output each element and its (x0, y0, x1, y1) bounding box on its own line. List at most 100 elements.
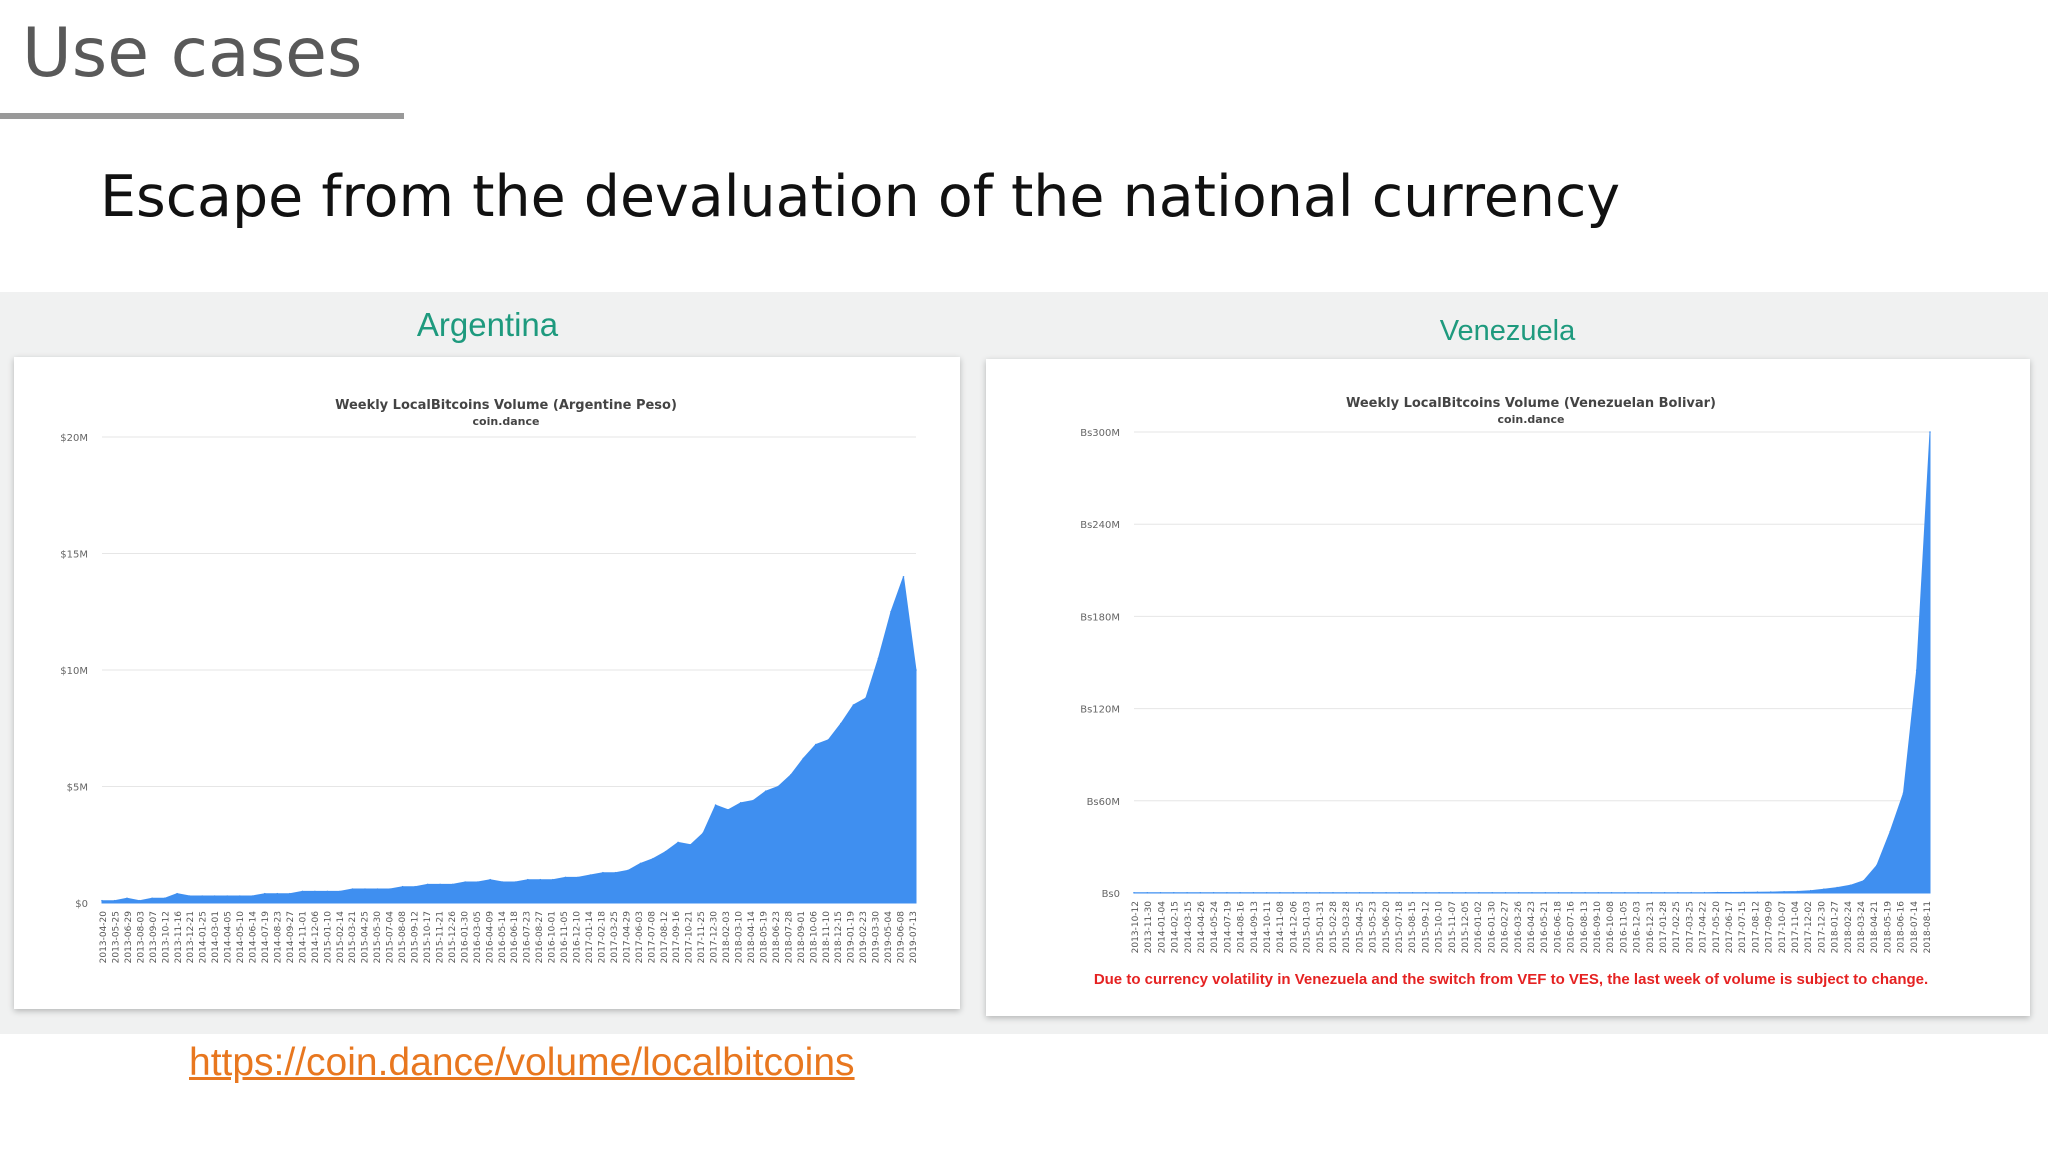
data-point (602, 871, 604, 874)
x-tick-label: 2019-02-23 (859, 911, 869, 963)
data-point (1637, 892, 1639, 894)
data-point (1517, 892, 1520, 894)
x-tick-label: 2014-12-06 (1289, 901, 1299, 954)
data-point (1703, 891, 1706, 894)
data-point (627, 869, 629, 872)
x-tick-label: 2016-12-31 (1646, 901, 1656, 953)
data-point (1571, 892, 1573, 894)
data-point (1478, 892, 1480, 894)
x-tick-label: 2015-09-12 (1421, 901, 1431, 953)
x-tick-label: 2014-08-23 (273, 911, 283, 963)
data-point (664, 850, 667, 853)
data-point (1849, 884, 1852, 887)
x-tick-label: 2015-05-30 (373, 911, 383, 964)
data-point (289, 892, 291, 895)
data-point (501, 881, 504, 883)
x-tick-label: 2016-07-16 (1567, 901, 1577, 954)
x-tick-label: 2015-08-15 (1408, 901, 1418, 953)
x-tick-label: 2018-05-19 (759, 911, 769, 964)
chart-subtitle: coin.dance (473, 415, 540, 428)
x-tick-label: 2013-11-16 (174, 911, 184, 964)
x-tick-label: 2018-10-06 (809, 911, 819, 964)
x-tick-label: 2019-03-30 (872, 911, 882, 964)
x-tick-label: 2014-05-24 (1210, 901, 1220, 954)
data-point (727, 809, 729, 811)
x-tick-label: 2014-11-01 (298, 911, 308, 963)
x-tick-label: 2015-07-18 (1395, 901, 1405, 954)
source-link[interactable]: https://coin.dance/volume/localbitcoins (189, 1041, 855, 1084)
data-point (1425, 892, 1427, 894)
x-tick-label: 2018-04-21 (1870, 901, 1880, 953)
venezuela-chart-card: Weekly LocalBitcoins Volume (Venezuelan … (986, 359, 2030, 1016)
x-tick-label: 2015-01-31 (1316, 901, 1326, 953)
y-tick-label: $5M (67, 783, 88, 794)
data-point (915, 669, 917, 671)
y-tick-label: Bs180M (1080, 612, 1120, 623)
data-point (764, 790, 767, 792)
x-tick-label: 2014-10-11 (1263, 901, 1273, 953)
data-point (1385, 892, 1387, 894)
x-tick-label: 2016-11-05 (560, 911, 570, 963)
y-tick-label: Bs120M (1080, 705, 1120, 716)
y-tick-label: $20M (60, 433, 88, 444)
x-tick-label: 2017-10-21 (685, 911, 695, 963)
x-tick-label: 2017-01-28 (1659, 901, 1669, 954)
data-point (1464, 892, 1467, 894)
x-tick-label: 2016-12-10 (573, 911, 583, 964)
data-point (840, 722, 842, 725)
x-tick-label: 2017-12-30 (1817, 901, 1827, 954)
data-point (652, 857, 654, 860)
data-point (489, 878, 492, 881)
x-tick-label: 2017-04-22 (1699, 901, 1709, 953)
data-point (451, 883, 454, 886)
data-point (1186, 892, 1188, 894)
data-point (213, 895, 216, 897)
x-tick-label: 2015-10-17 (423, 911, 433, 963)
x-tick-label: 2017-08-12 (660, 911, 670, 963)
data-point (564, 876, 567, 879)
x-tick-label: 2018-04-14 (747, 911, 757, 964)
data-point (1531, 892, 1533, 894)
data-point (1677, 891, 1679, 894)
x-tick-label: 2017-01-14 (585, 911, 595, 964)
x-tick-label: 2014-04-05 (224, 911, 234, 963)
data-point (689, 844, 692, 846)
venezuela-label: Venezuela (1439, 315, 1576, 347)
x-tick-label: 2016-10-08 (1606, 901, 1616, 954)
x-tick-label: 2015-12-26 (448, 911, 458, 964)
x-tick-label: 2015-11-21 (435, 911, 445, 963)
data-point (314, 890, 316, 893)
data-point (739, 802, 742, 804)
x-tick-label: 2018-12-15 (834, 911, 844, 963)
x-tick-label: 2018-08-11 (1923, 901, 1933, 953)
x-tick-label: 2013-10-12 (1131, 901, 1141, 953)
data-point (1770, 891, 1772, 893)
x-tick-label: 2016-08-13 (1580, 901, 1590, 953)
x-tick-label: 2015-07-04 (386, 911, 396, 964)
data-point (589, 874, 592, 876)
data-point (1305, 892, 1308, 894)
data-point (1690, 891, 1692, 894)
data-point (276, 892, 279, 895)
title-underline (0, 113, 404, 119)
x-tick-label: 2017-06-03 (635, 911, 645, 963)
x-tick-label: 2014-11-08 (1276, 901, 1286, 954)
data-point (639, 862, 642, 865)
x-tick-label: 2017-08-12 (1751, 901, 1761, 953)
slide-subtitle: Escape from the devaluation of the natio… (100, 164, 1621, 230)
x-tick-label: 2014-09-27 (286, 911, 296, 963)
x-tick-label: 2015-12-05 (1461, 901, 1471, 953)
x-tick-label: 2016-03-26 (1514, 901, 1524, 954)
x-tick-label: 2017-09-09 (1765, 901, 1775, 954)
data-point (1929, 431, 1931, 433)
x-tick-label: 2016-09-10 (1593, 901, 1603, 954)
data-point (1372, 892, 1374, 894)
data-point (677, 841, 679, 844)
data-point (1624, 892, 1626, 894)
data-point (1199, 892, 1202, 894)
x-tick-label: 2017-12-30 (710, 911, 720, 964)
chart-title: Weekly LocalBitcoins Volume (Venezuelan … (1346, 396, 1716, 411)
data-point (376, 888, 379, 890)
x-tick-label: 2019-06-08 (897, 911, 907, 964)
x-tick-label: 2015-01-03 (1303, 901, 1313, 953)
